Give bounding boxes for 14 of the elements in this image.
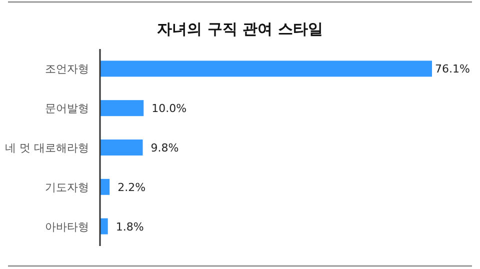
data-label: 9.8%: [150, 142, 179, 154]
y-tick-label: 기도자형: [45, 180, 89, 194]
y-tick-label: 조언자형: [45, 62, 89, 76]
data-label: 2.2%: [118, 180, 146, 194]
data-label: 10.0%: [152, 102, 187, 116]
y-tick-label: 아바타형: [45, 220, 89, 234]
data-label: 76.1%: [435, 62, 470, 76]
bar: [100, 60, 432, 77]
chart-title: 자녀의 구직 관여 스타일: [157, 20, 323, 38]
y-tick-label: 문어발형: [45, 102, 89, 116]
bar: [100, 140, 143, 156]
y-tick-label: 네 멋 대로해라형: [5, 142, 89, 154]
bar: [100, 100, 144, 116]
data-label: 1.8%: [116, 220, 144, 234]
